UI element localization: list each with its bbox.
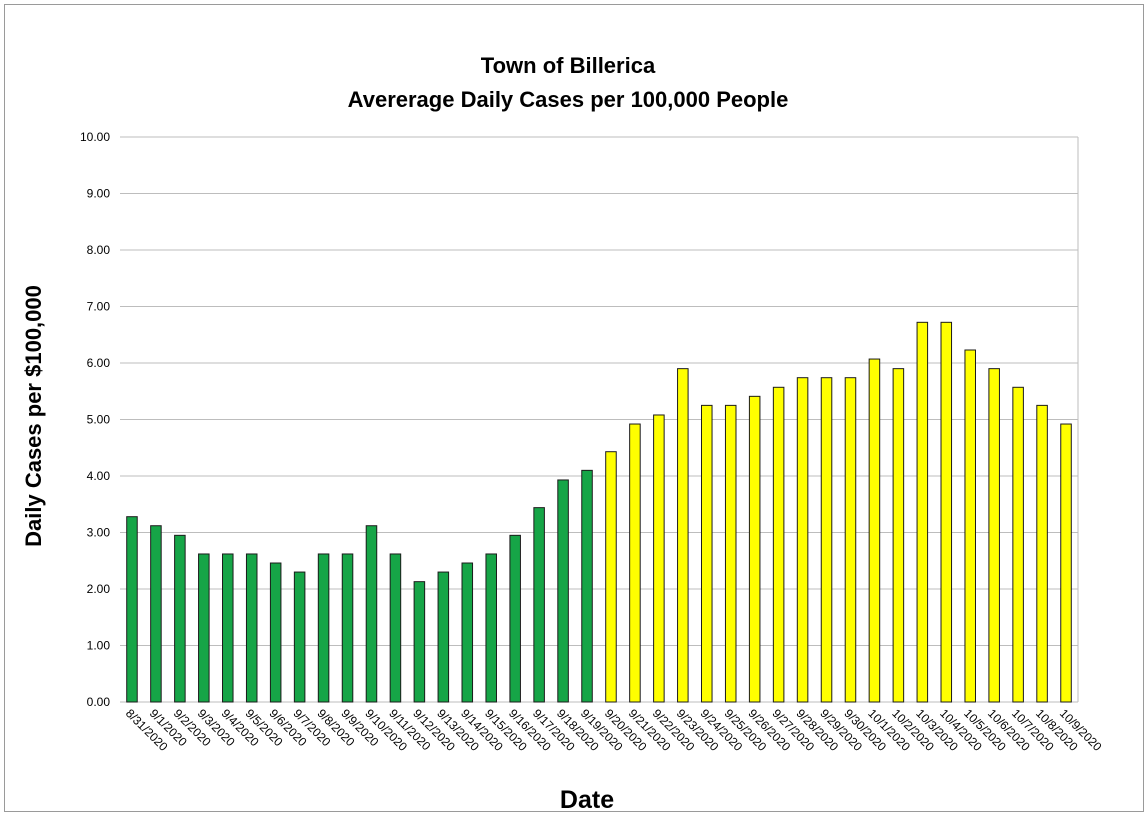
bar	[1012, 386, 1024, 703]
y-tick-label: 3.00	[87, 526, 111, 540]
bar	[605, 451, 617, 703]
bar	[748, 395, 761, 703]
bar	[317, 553, 330, 703]
bar	[245, 553, 258, 703]
bar	[485, 553, 497, 703]
chart-frame: Town of Billerica Avererage Daily Cases …	[4, 4, 1144, 813]
y-tick-label: 8.00	[87, 243, 111, 257]
bar	[293, 571, 306, 703]
y-tick-label: 5.00	[87, 413, 111, 427]
bar	[126, 516, 138, 703]
y-axis-title: Daily Cases per $100,000	[21, 285, 46, 547]
bar	[653, 414, 665, 703]
chart-title: Town of Billerica	[481, 53, 656, 78]
bar	[150, 525, 162, 703]
bar	[341, 553, 354, 703]
bar	[365, 525, 378, 703]
bar	[916, 321, 929, 703]
bar	[724, 404, 737, 703]
y-tick-label: 1.00	[87, 639, 111, 653]
y-axis-ticks: 0.00 1.00 2.00 3.00 4.00 5.00 6.00 7.00 8.00 9.00…	[80, 130, 110, 709]
bar	[509, 534, 521, 703]
bar	[844, 377, 857, 703]
chart-subtitle: Avererage Daily Cases per 100,000 People	[348, 87, 789, 112]
y-tick-label: 10.00	[80, 130, 110, 144]
bar	[269, 562, 282, 703]
bar	[461, 562, 474, 703]
y-tick-label: 6.00	[87, 356, 111, 370]
bar	[198, 553, 210, 703]
y-tick-label: 7.00	[87, 300, 111, 314]
bar	[677, 368, 689, 703]
bar	[629, 423, 641, 703]
y-tick-label: 4.00	[87, 469, 111, 483]
bar	[820, 377, 833, 703]
bar	[533, 507, 545, 703]
bar	[1036, 404, 1048, 703]
bar	[581, 469, 593, 703]
bar	[437, 571, 450, 703]
bars	[126, 321, 1072, 703]
y-tick-label: 2.00	[87, 582, 111, 596]
x-axis-ticks: 8/31/20209/1/20209/2/20209/3/20209/4/202…	[123, 706, 1105, 754]
bar	[389, 553, 402, 703]
gridlines	[120, 136, 1079, 703]
bar	[940, 321, 953, 703]
bar	[557, 479, 569, 703]
bar	[988, 368, 1000, 703]
x-axis-title: Date	[560, 786, 614, 813]
bar	[701, 404, 713, 703]
bar	[964, 349, 976, 703]
bar	[413, 581, 426, 703]
chart-canvas: Town of Billerica Avererage Daily Cases …	[21, 53, 1105, 813]
y-tick-label: 9.00	[87, 187, 111, 201]
bar	[174, 534, 186, 703]
bar	[1060, 423, 1072, 703]
bar	[772, 386, 785, 703]
bar	[796, 377, 809, 703]
y-tick-label: 0.00	[87, 695, 111, 709]
bar	[222, 553, 234, 703]
bar	[892, 368, 905, 703]
bar	[868, 358, 881, 703]
